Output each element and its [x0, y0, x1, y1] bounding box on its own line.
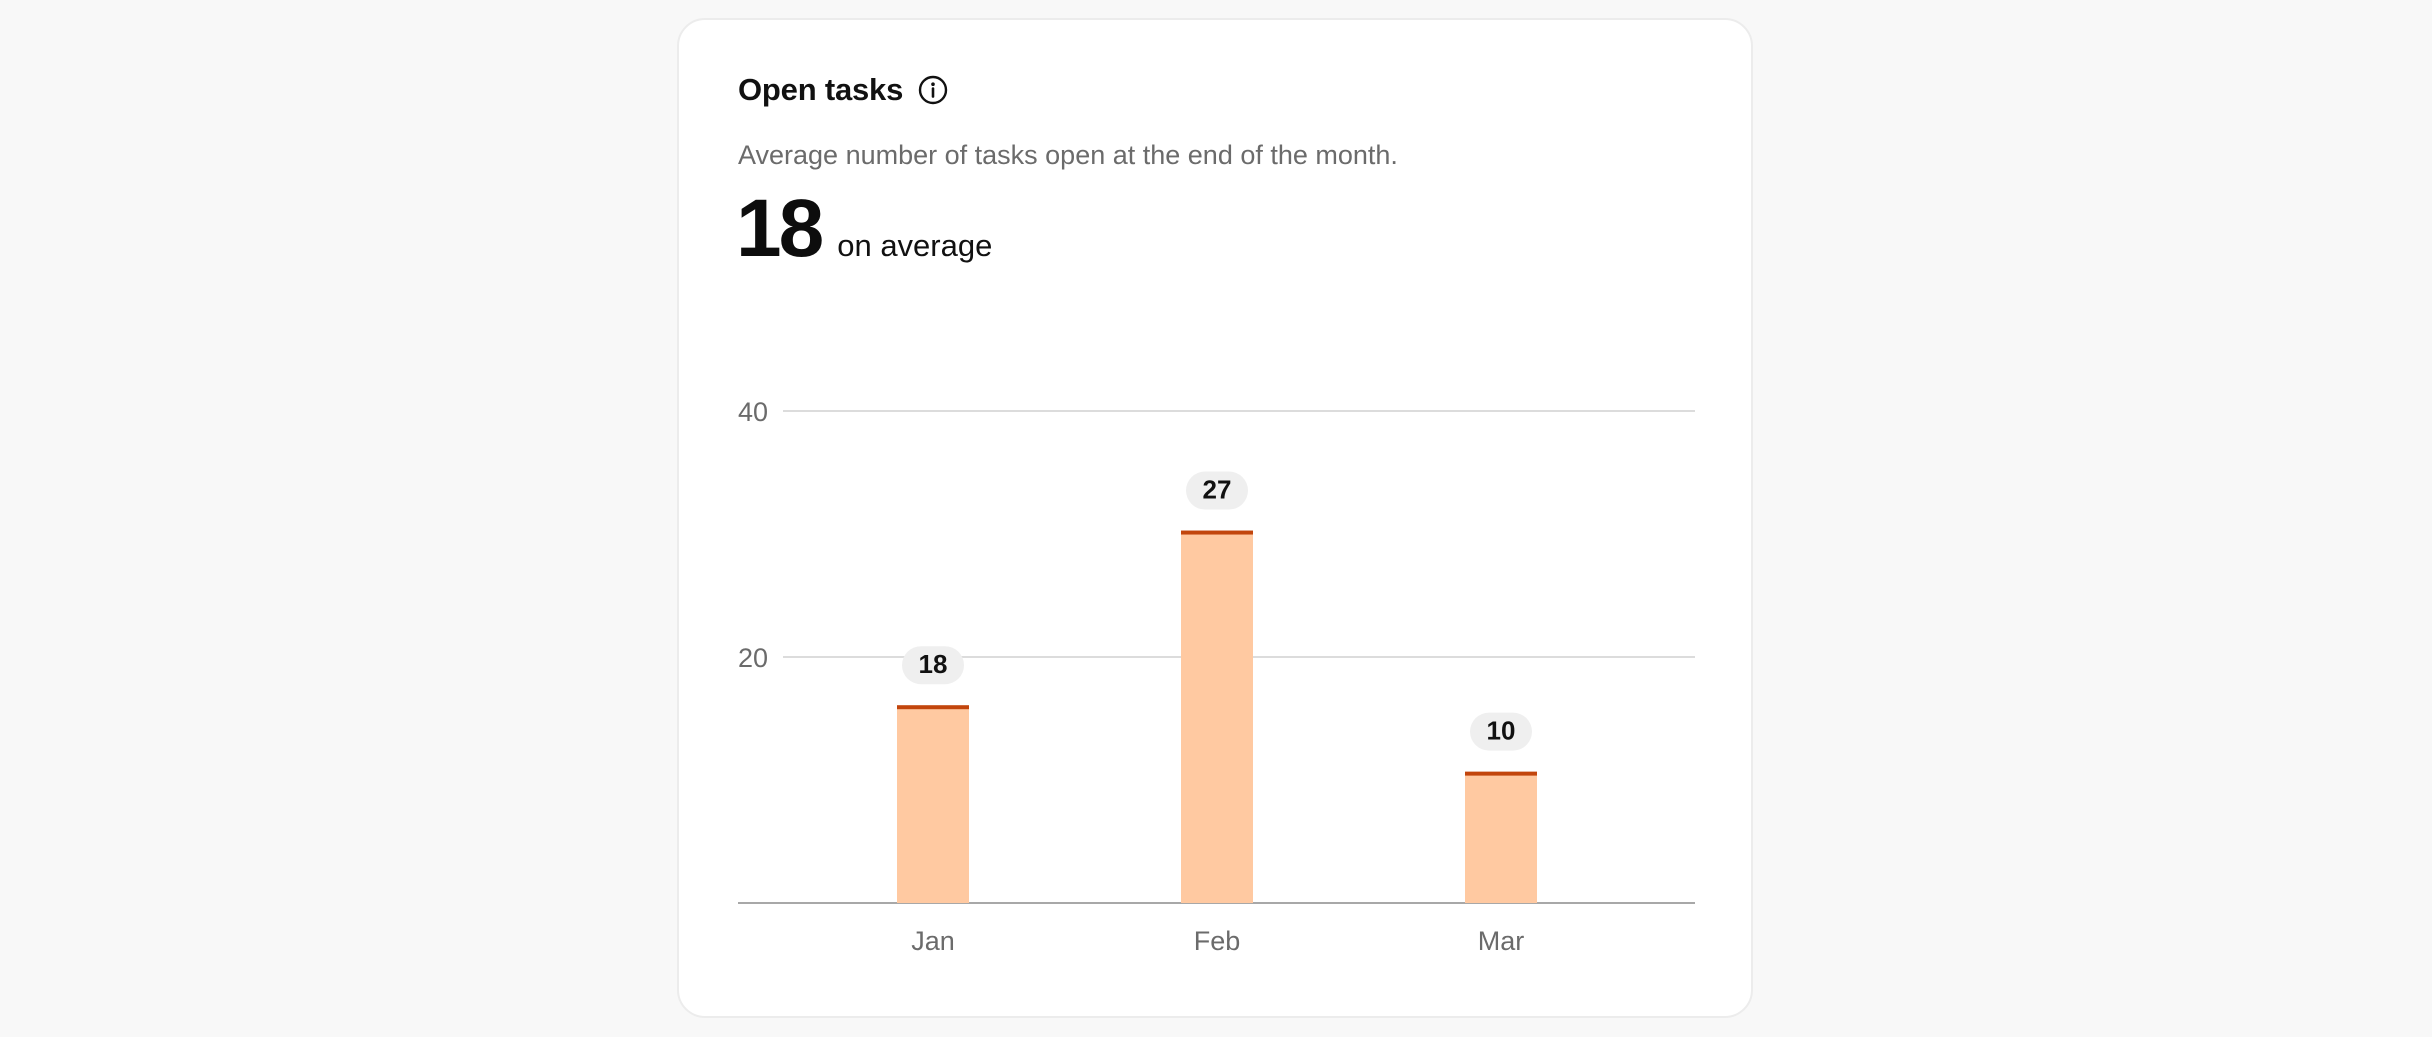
data-label: 10 [1487, 716, 1516, 746]
bar-top-line [1465, 771, 1537, 776]
data-label-pill [902, 646, 964, 685]
data-label-pill [1186, 471, 1248, 510]
card-header: Open tasks [738, 70, 949, 110]
x-tick-label: Feb [1194, 926, 1241, 956]
card-subtitle: Average number of tasks open at the end … [738, 140, 1398, 170]
card-title: Open tasks [738, 72, 904, 107]
data-label-pill [1470, 712, 1532, 751]
y-tick-label: 20 [738, 643, 768, 673]
x-tick-label: Jan [911, 926, 955, 956]
bar-mar [1465, 772, 1537, 903]
bar-jan [897, 706, 969, 903]
open-tasks-bar-chart: 20 40 18 Jan 27 Feb 10 Mar [738, 397, 1695, 956]
data-label: 27 [1203, 475, 1232, 505]
average-suffix: on average [837, 228, 993, 263]
info-circle-icon[interactable] [917, 74, 949, 106]
average-value: 18 [736, 183, 824, 274]
y-tick-label: 40 [738, 397, 768, 427]
bar-top-line [897, 705, 969, 710]
x-tick-label: Mar [1478, 926, 1525, 956]
open-tasks-card: Open tasks Average number of tasks open … [677, 18, 1753, 1018]
bar-top-line [1181, 530, 1253, 535]
bar-feb [1181, 531, 1253, 903]
average-stat: 18 on average [736, 188, 992, 270]
data-label: 18 [919, 649, 948, 679]
